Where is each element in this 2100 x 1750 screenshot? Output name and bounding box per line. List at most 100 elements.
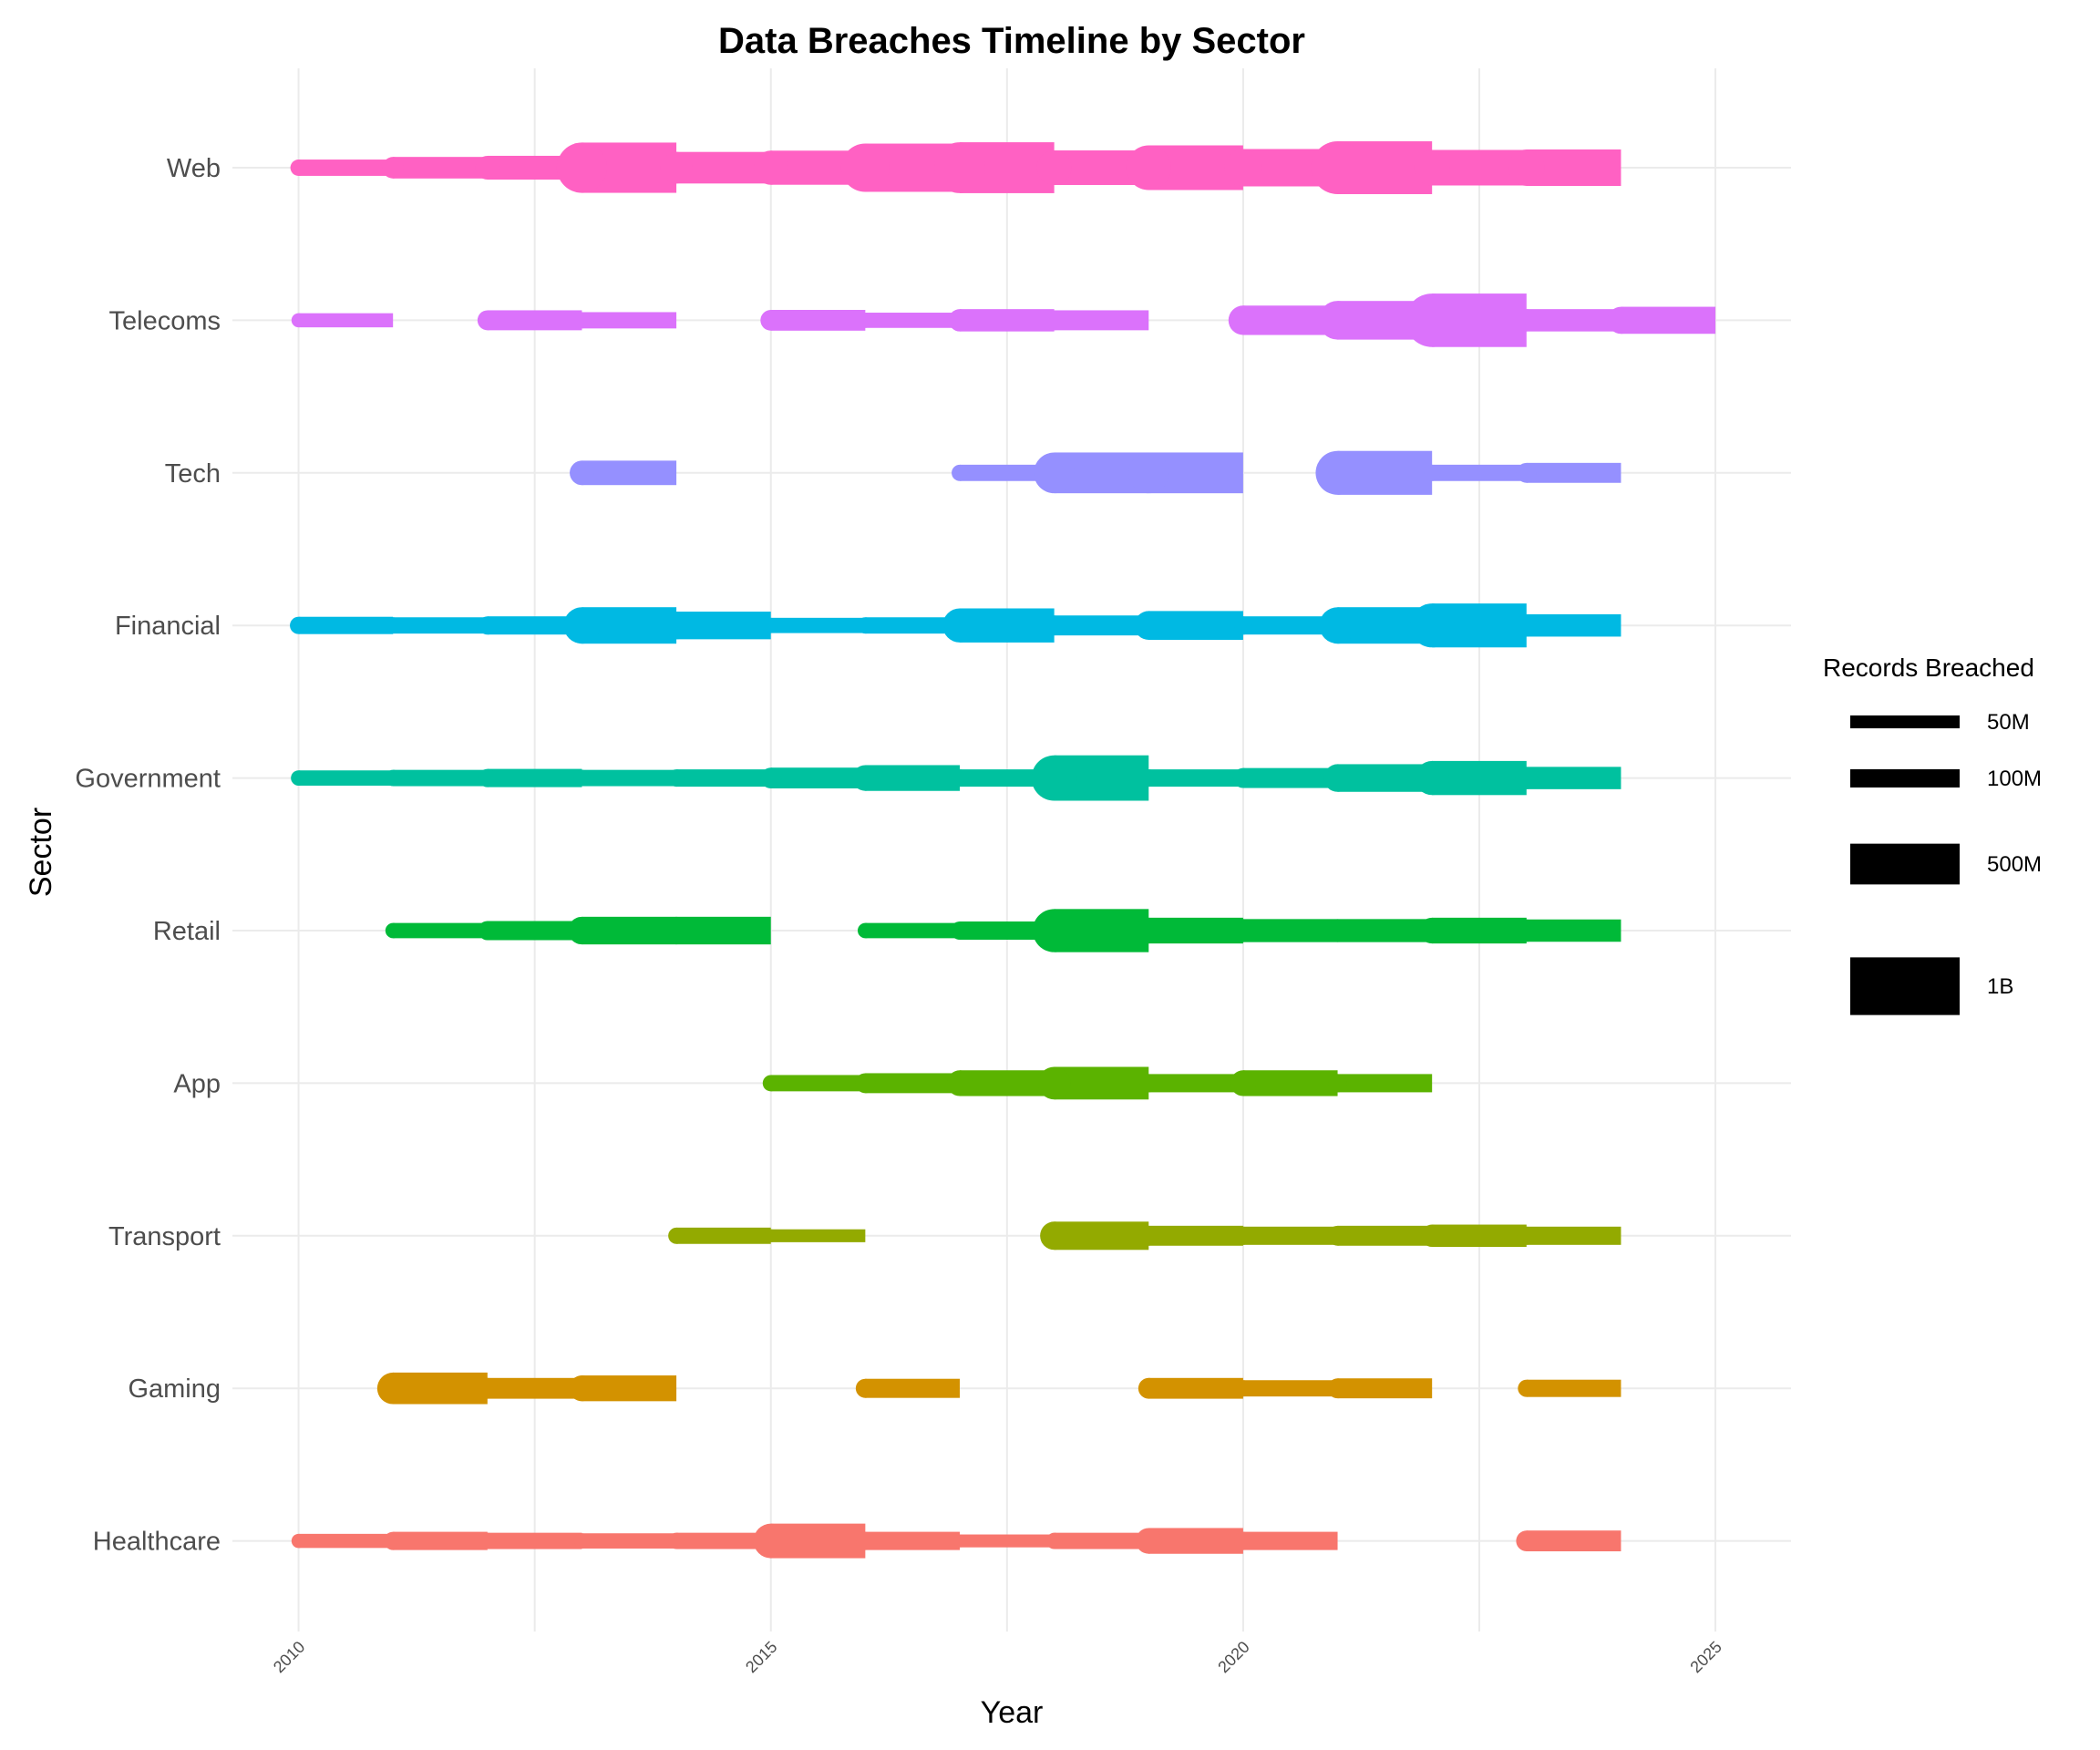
- segment-point: [385, 769, 402, 787]
- segment-point: [1517, 1226, 1536, 1245]
- segment-bar: [487, 1532, 582, 1549]
- segment-point: [951, 769, 969, 788]
- segment-bar: [1526, 1226, 1621, 1245]
- segment-point: [574, 1533, 590, 1549]
- legend-entry: 50M: [1850, 710, 2030, 735]
- legend-label: 500M: [1987, 852, 2042, 877]
- segment-bar: [1526, 462, 1621, 483]
- segment-point: [1515, 767, 1539, 789]
- segment-point: [477, 1377, 499, 1399]
- segment-point: [1515, 919, 1539, 942]
- y-tick-label: App: [173, 1069, 221, 1098]
- segment-bar: [676, 612, 771, 640]
- y-tick-label: Transport: [108, 1222, 221, 1251]
- segment-bar: [1432, 1224, 1527, 1248]
- legend-entry: 100M: [1850, 767, 2042, 791]
- segment-point: [1233, 616, 1252, 635]
- segment-bar: [393, 1531, 488, 1550]
- segment-bar: [1242, 1070, 1338, 1096]
- segment-point: [1515, 309, 1539, 332]
- segment-bar: [1621, 306, 1716, 335]
- segment-point: [946, 1070, 973, 1096]
- segment-point: [948, 309, 972, 332]
- segment-point: [384, 1531, 403, 1550]
- segment-bar: [960, 309, 1055, 332]
- segment-point: [1045, 1532, 1063, 1549]
- segment-bar: [393, 617, 488, 634]
- segment-point: [376, 1372, 409, 1405]
- segment-bar: [770, 767, 866, 789]
- segment-point: [1405, 293, 1459, 347]
- segment-point: [760, 767, 782, 789]
- segment-point: [1419, 917, 1446, 944]
- segment-point: [563, 607, 601, 644]
- segment-bar: [582, 460, 677, 486]
- series-transport: [668, 1221, 1621, 1251]
- segment-bar: [582, 916, 677, 945]
- segment-point: [382, 157, 405, 179]
- segment-point: [573, 312, 591, 329]
- legend: Records Breached 50M 100M 500M 1B: [1823, 654, 2042, 1015]
- segment-point: [1232, 767, 1253, 788]
- segment-bar: [1337, 1074, 1433, 1093]
- segment-bar: [393, 157, 488, 179]
- segment-bar: [298, 160, 394, 176]
- series-healthcare: [291, 1523, 1621, 1559]
- segment-bar: [1054, 1221, 1149, 1251]
- segment-point: [1319, 607, 1356, 644]
- segment-point: [1233, 1531, 1252, 1550]
- legend-label: 100M: [1987, 767, 2042, 791]
- segment-bar: [865, 1378, 960, 1398]
- segment-point: [1515, 613, 1539, 637]
- segment-point: [475, 155, 499, 180]
- segment-point: [1325, 919, 1350, 942]
- segment-point: [291, 1533, 306, 1549]
- segment-bar: [1148, 1225, 1243, 1246]
- segment-point: [857, 617, 874, 634]
- y-tick-label: Government: [75, 765, 221, 794]
- segment-bar: [1526, 1379, 1621, 1397]
- segment-bar: [865, 617, 960, 634]
- legend-key-point: [1886, 845, 1924, 883]
- segment-point: [1518, 1379, 1536, 1397]
- segment-point: [1040, 1221, 1069, 1251]
- segment-bar: [1526, 309, 1621, 332]
- legend-entry: 500M: [1850, 843, 2042, 885]
- segment-bar: [1526, 613, 1621, 637]
- y-axis-ticks: Healthcare Gaming Transport App Retail Govern…: [75, 154, 221, 1557]
- segment-point: [573, 769, 591, 787]
- segment-bar: [1337, 1225, 1433, 1246]
- segment-point: [1311, 141, 1364, 194]
- y-tick-label: Financial: [115, 612, 221, 641]
- x-tick-label: 2010: [270, 1638, 308, 1676]
- segment-bar: [1242, 919, 1338, 942]
- segment-point: [852, 765, 879, 791]
- segment-bar: [393, 922, 488, 939]
- segment-point: [478, 768, 497, 788]
- segment-point: [1234, 1380, 1251, 1397]
- segment-point: [1228, 305, 1259, 335]
- segment-point: [1414, 149, 1450, 186]
- segment-bar: [865, 313, 960, 328]
- segment-point: [1327, 1378, 1348, 1399]
- segment-bar: [1148, 1377, 1243, 1399]
- segment-bar: [960, 921, 1055, 940]
- segment-bar: [582, 1375, 677, 1402]
- y-axis-title: Sector: [24, 808, 58, 897]
- segment-bar: [487, 310, 582, 331]
- segment-point: [1138, 1377, 1159, 1399]
- series-app: [762, 1066, 1433, 1100]
- y-tick-label: Tech: [165, 459, 221, 489]
- segment-point: [668, 1532, 685, 1549]
- y-tick-label: Retail: [153, 917, 221, 946]
- segment-bar: [1054, 615, 1149, 636]
- segment-bar: [582, 312, 677, 329]
- segment-bar: [770, 309, 866, 331]
- segment-bar: [1432, 917, 1527, 944]
- segment-bar: [676, 1532, 771, 1549]
- series-telecoms: [291, 293, 1716, 347]
- segment-bar: [1526, 919, 1621, 942]
- segment-point: [1032, 909, 1076, 952]
- segment-point: [1036, 150, 1072, 185]
